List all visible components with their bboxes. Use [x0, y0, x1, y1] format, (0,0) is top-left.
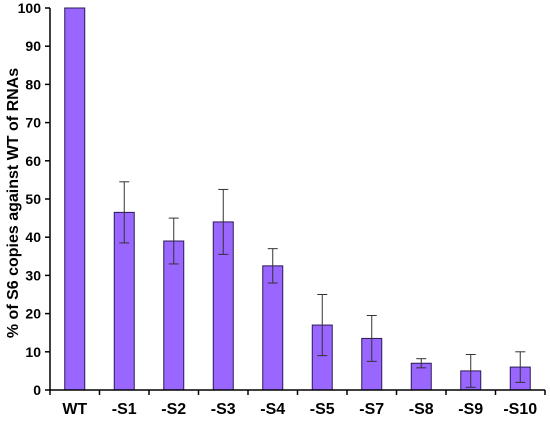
y-tick-label: 90: [25, 38, 41, 54]
y-axis-label: % of S6 copies against WT of RNAs: [5, 68, 22, 338]
x-tick-label: -S7: [359, 401, 384, 418]
x-tick-label: -S2: [161, 401, 186, 418]
y-tick-label: 70: [25, 115, 41, 131]
x-tick-label: -S4: [260, 401, 285, 418]
bar-s4: [262, 265, 284, 391]
x-tick-label: -S8: [409, 401, 434, 418]
x-axis: WT -S1 -S2 -S3 -S4 -S5 -S7 -S8 -S9 -S10: [49, 389, 546, 418]
y-tick-label: 80: [25, 76, 41, 92]
y-tick-label: 100: [18, 0, 42, 16]
bar-wt: [64, 7, 86, 391]
x-tick-label: -S10: [503, 401, 537, 418]
x-tick-label: WT: [62, 401, 87, 418]
y-tick-label: 10: [25, 344, 41, 360]
error-bars: [119, 181, 526, 388]
y-tick-label: 0: [33, 382, 41, 398]
x-tick-label: -S9: [458, 401, 483, 418]
x-tick-label: -S1: [112, 401, 137, 418]
y-tick-label: 50: [25, 191, 41, 207]
y-tick-label: 30: [25, 267, 41, 283]
x-tick-label: -S3: [211, 401, 236, 418]
y-tick-label: 20: [25, 306, 41, 322]
x-tick-label: -S5: [310, 401, 335, 418]
bars: [64, 7, 531, 391]
y-tick-label: 40: [25, 229, 41, 245]
y-tick-label: 60: [25, 153, 41, 169]
y-axis: 0 10 20 30 40 50 60 70 80 90 100: [18, 0, 51, 398]
